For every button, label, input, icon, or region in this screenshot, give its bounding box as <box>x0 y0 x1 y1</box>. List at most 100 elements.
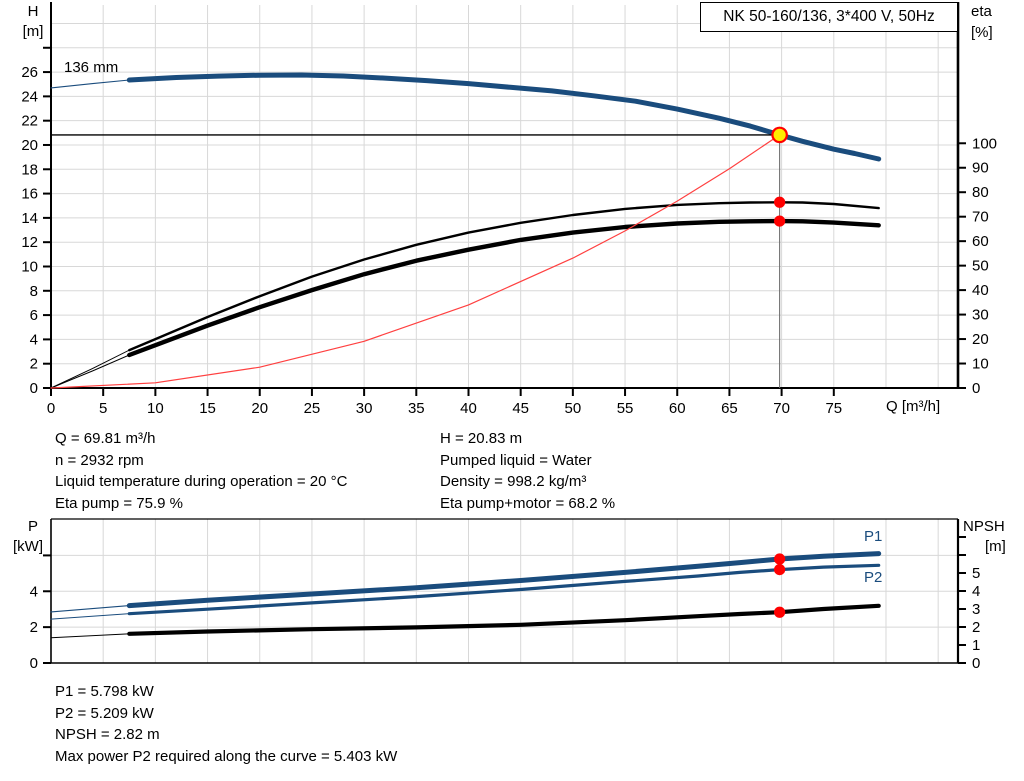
y-tick-label: 16 <box>21 186 38 203</box>
eta-pump-motor-curve-lead <box>50 354 130 389</box>
info-npsh: NPSH = 2.82 m <box>55 726 160 743</box>
x-tick-label: 55 <box>617 400 634 417</box>
system-curve <box>50 134 781 389</box>
y2-tick-label: 0 <box>972 655 980 672</box>
p2-curve <box>127 563 881 616</box>
y-tick-label: 2 <box>30 356 38 373</box>
x-tick-label: 70 <box>773 400 790 417</box>
y2-tick-label: 4 <box>972 583 980 600</box>
duty-point-marker[interactable] <box>771 126 788 144</box>
y2-tick-label: 100 <box>972 135 997 152</box>
x-tick-label: 60 <box>669 400 686 417</box>
y2-tick-label: 80 <box>972 184 989 201</box>
y-tick-label: 20 <box>21 137 38 154</box>
y2-tick-label: 5 <box>972 565 980 582</box>
duty-info-block-left: Q = 69.81 m³/h n = 2932 rpm Liquid tempe… <box>55 428 347 514</box>
y2-tick-label: 20 <box>972 331 989 348</box>
npsh-axis-label: NPSH <box>963 518 1005 535</box>
y-tick-label: 4 <box>30 331 38 348</box>
x-tick-label: 5 <box>99 400 107 417</box>
p1-curve-lead <box>50 605 130 613</box>
head-curve-lead <box>50 79 130 89</box>
x-tick-label: 45 <box>512 400 529 417</box>
p2-curve-label: P2 <box>864 569 883 586</box>
p-axis-unit: [kW] <box>13 538 43 555</box>
y2-tick-label: 3 <box>972 601 980 618</box>
x-tick-label: 35 <box>408 400 425 417</box>
x-tick-label: 15 <box>199 400 216 417</box>
head-curve <box>126 72 882 162</box>
y-tick-label: 0 <box>30 655 38 672</box>
info-liquid: Pumped liquid = Water <box>440 451 592 469</box>
y2-tick-label: 10 <box>972 356 989 373</box>
y2-tick-label: 40 <box>972 282 989 299</box>
y2-tick-label: 60 <box>972 233 989 250</box>
y-tick-label: 10 <box>21 258 38 275</box>
impeller-diameter-label: 136 mm <box>64 59 119 76</box>
eta-pump-motor-curve <box>127 218 881 358</box>
p1-curve-label: P1 <box>864 528 883 545</box>
x-tick-label: 30 <box>356 400 373 417</box>
npsh-curve <box>127 603 881 636</box>
npsh-curve-lead <box>50 633 130 639</box>
y-tick-label: 22 <box>21 113 38 130</box>
y-tick-label: 24 <box>21 88 38 105</box>
info-p1: P1 = 5.798 kW <box>55 683 154 700</box>
y-tick-label: 4 <box>30 583 38 600</box>
info-max-power: Max power P2 required along the curve = … <box>55 747 398 765</box>
info-head: H = 20.83 m <box>440 430 523 447</box>
info-temperature: Liquid temperature during operation = 20… <box>55 473 348 490</box>
eta-pump-marker <box>774 196 786 208</box>
info-eta-pump-motor: Eta pump+motor = 68.2 % <box>440 494 616 512</box>
x-tick-label: 25 <box>304 400 321 417</box>
y2-tick-label: 2 <box>972 619 980 636</box>
q-axis-label: Q [m³/h] <box>886 398 941 415</box>
p-axis-label: P <box>27 518 38 535</box>
info-p2: P2 = 5.209 kW <box>55 704 154 722</box>
eta-axis-unit: [%] <box>971 24 993 41</box>
h-axis-unit: [m] <box>22 23 44 40</box>
y-tick-label: 0 <box>30 380 38 397</box>
p2-curve-lead <box>50 613 130 620</box>
x-tick-label: 50 <box>565 400 582 417</box>
y2-tick-label: 90 <box>972 160 989 177</box>
x-tick-label: 10 <box>147 400 164 417</box>
x-tick-label: 20 <box>251 400 268 417</box>
h-q-chart[interactable]: 0246810121416182022242601020304050607080… <box>21 2 997 417</box>
y2-tick-label: 70 <box>972 209 989 226</box>
x-tick-label: 0 <box>47 400 55 417</box>
npsh-marker <box>774 606 786 618</box>
h-axis-label: H <box>27 3 39 20</box>
eta-pump-curve <box>128 201 880 352</box>
duty-info-block-right: H = 20.83 m Pumped liquid = Water Densit… <box>440 428 615 514</box>
info-speed: n = 2932 rpm <box>55 451 144 469</box>
y-tick-label: 2 <box>30 619 38 636</box>
power-info-block: P1 = 5.798 kW P2 = 5.209 kW NPSH = 2.82 … <box>55 681 397 767</box>
eta-pump-motor-marker <box>774 215 786 227</box>
p1-marker <box>774 553 786 565</box>
x-tick-label: 40 <box>460 400 477 417</box>
npsh-axis-unit: [m] <box>985 538 1006 555</box>
y-tick-label: 14 <box>21 210 38 227</box>
info-flow: Q = 69.81 m³/h <box>55 430 156 447</box>
p2-marker <box>774 563 786 576</box>
info-eta-pump: Eta pump = 75.9 % <box>55 494 183 512</box>
p1-curve <box>126 551 882 609</box>
chart-title-box: NK 50-160/136, 3*400 V, 50Hz <box>700 2 958 32</box>
y2-tick-label: 50 <box>972 258 989 275</box>
y2-tick-label: 1 <box>972 637 980 654</box>
x-tick-label: 65 <box>721 400 738 417</box>
eta-axis-label: eta <box>971 3 992 20</box>
y-tick-label: 12 <box>21 234 38 251</box>
y2-tick-label: 30 <box>972 307 989 324</box>
y2-tick-label: 0 <box>972 380 980 397</box>
y-tick-label: 18 <box>21 161 38 178</box>
info-density: Density = 998.2 kg/m³ <box>440 473 587 490</box>
eta-pump-curve-lead <box>50 349 130 389</box>
y-tick-label: 8 <box>30 283 38 300</box>
x-tick-label: 75 <box>825 400 842 417</box>
y-tick-label: 6 <box>30 307 38 324</box>
